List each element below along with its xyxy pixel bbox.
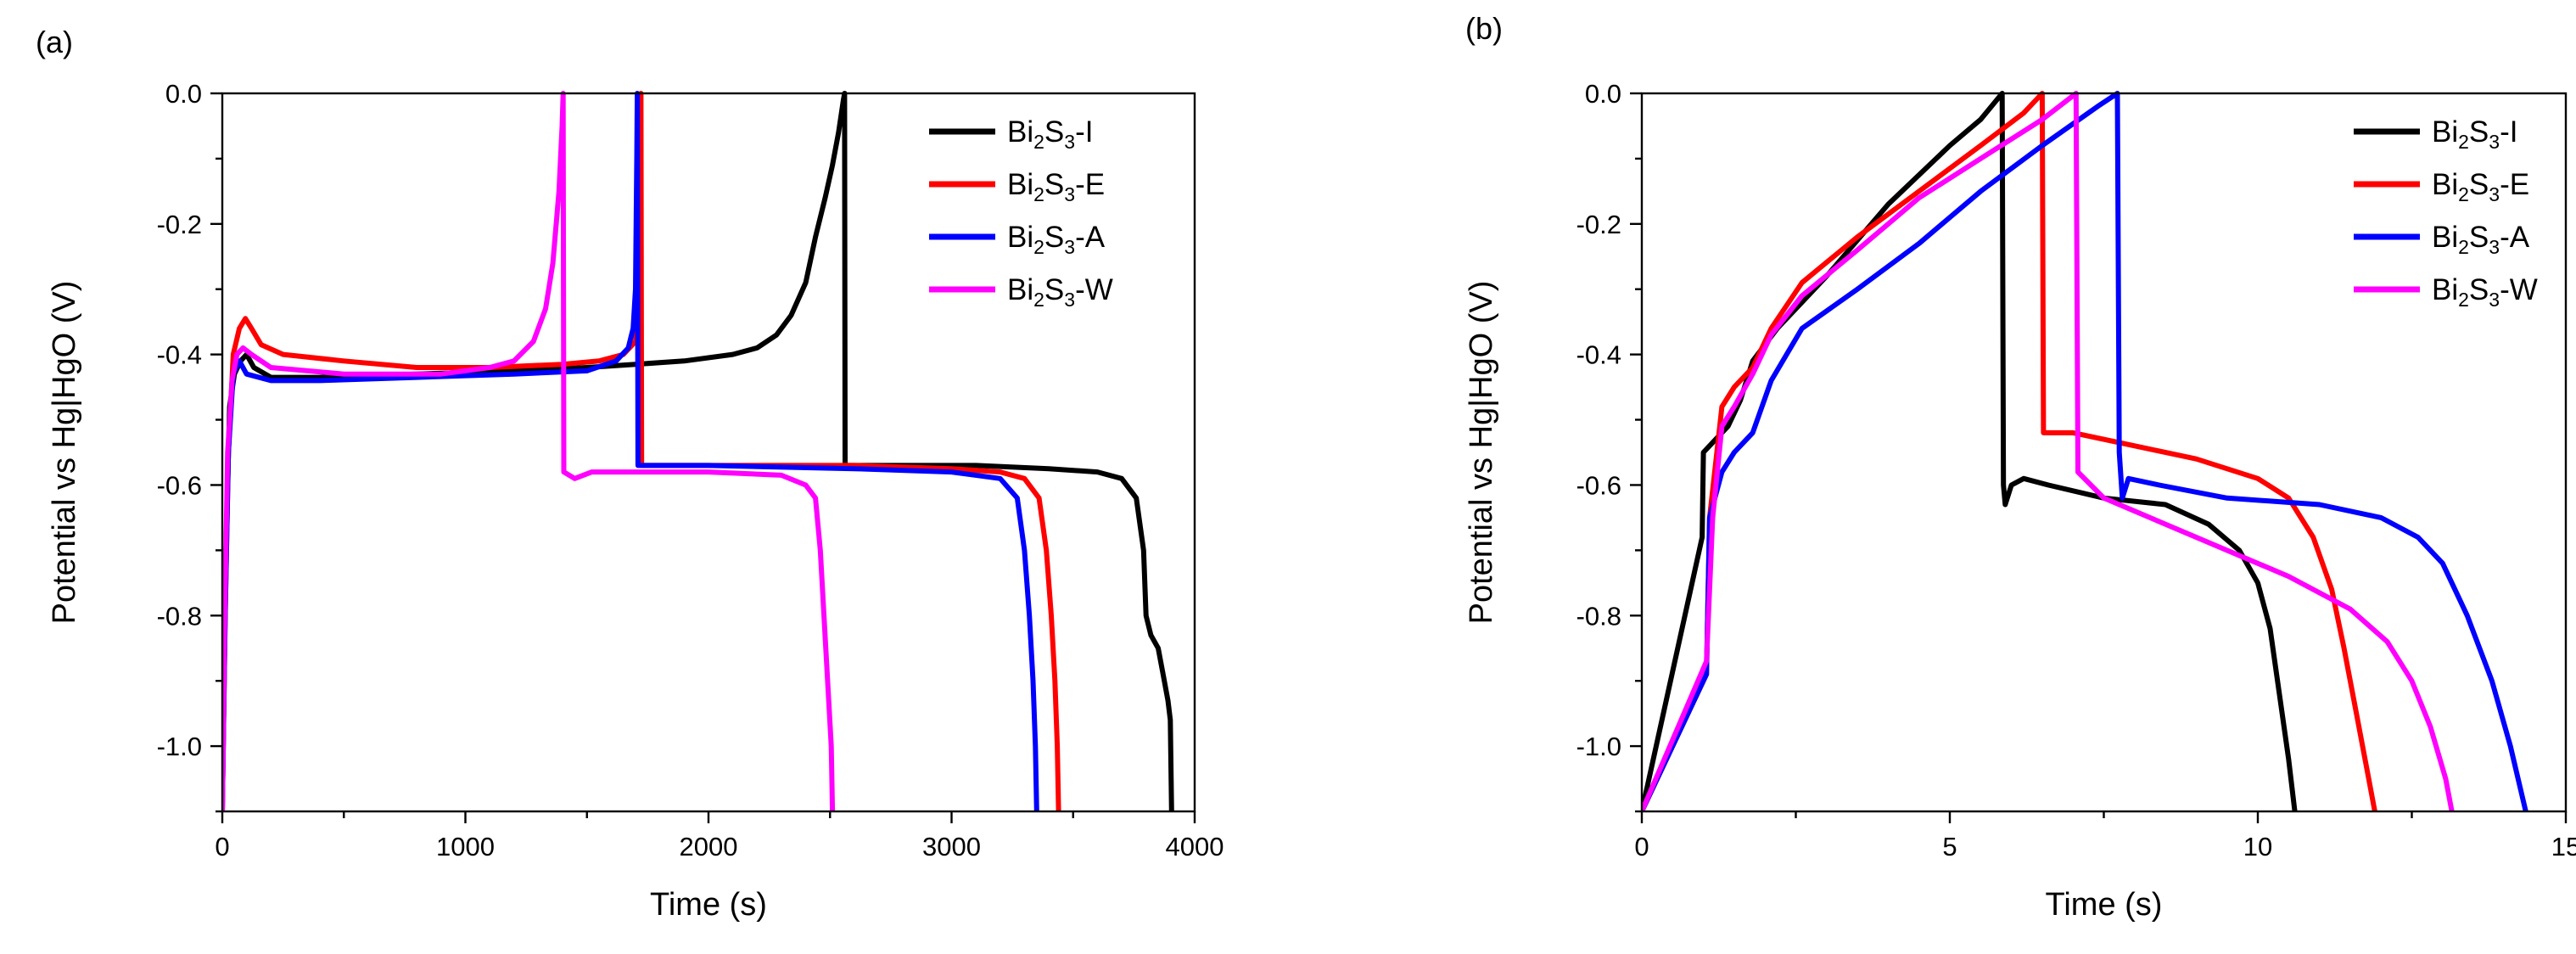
legend-label: Bi2S3-A	[2432, 221, 2530, 258]
x-axis-title: Time (s)	[650, 887, 767, 923]
series-line-bi2s3-a	[222, 91, 1039, 811]
legend-label: Bi2S3-E	[2432, 168, 2529, 205]
y-tick-label: 0.0	[165, 79, 202, 109]
legend: Bi2S3-I Bi2S3-E Bi2S3-A Bi2S3-W	[2354, 115, 2538, 311]
series-line-bi2s3-i	[222, 91, 1174, 811]
panel-label: (b)	[1465, 11, 1503, 46]
y-tick-label: -0.6	[157, 470, 202, 500]
series-group	[222, 91, 1174, 811]
x-tick-label: 4000	[1166, 832, 1224, 861]
legend-label: Bi2S3-I	[2432, 115, 2517, 153]
legend: Bi2S3-I Bi2S3-E Bi2S3-A Bi2S3-W	[929, 115, 1113, 311]
x-tick-label: 0	[215, 832, 229, 861]
x-tick-label: 2000	[680, 832, 738, 861]
series-line-bi2s3-e	[1642, 91, 2377, 811]
y-tick-label: 0.0	[1585, 79, 1621, 109]
legend-label: Bi2S3-W	[1007, 273, 1113, 311]
y-tick-label: -0.2	[1576, 210, 1621, 239]
x-tick-label: 3000	[922, 832, 981, 861]
series-line-bi2s3-w	[1642, 91, 2455, 811]
y-tick-label: -0.6	[1576, 470, 1621, 500]
series-line-bi2s3-i	[1642, 91, 2298, 811]
plot-frame	[1640, 92, 2568, 813]
panel-b: (b) 0 5 10 15 0.0 -0.2 -0.4 -0.6 -0.8 -1.0 Time (s)…	[1464, 11, 2576, 923]
legend-label: Bi2S3-E	[1007, 168, 1105, 205]
y-axis-title: Potential vs Hg|HgO (V)	[47, 281, 82, 625]
y-tick-label: -0.8	[1576, 601, 1621, 631]
panel-a: (a) 0 1000 2000 3000 4000 0.0 -0.2 -0.4 -0.6 -0.8 -…	[36, 25, 1224, 923]
series-group	[1642, 91, 2528, 811]
y-tick-label: -0.4	[1576, 340, 1621, 370]
x-tick-label: 10	[2243, 832, 2272, 861]
panel-label: (a)	[36, 25, 73, 59]
x-tick-label: 0	[1634, 832, 1649, 861]
legend-label: Bi2S3-W	[2432, 273, 2538, 311]
y-tick-label: -1.0	[1576, 732, 1621, 761]
x-tick-label: 1000	[436, 832, 495, 861]
y-tick-label: -0.2	[157, 210, 202, 239]
legend-label: Bi2S3-I	[1007, 115, 1093, 153]
y-tick-label: -0.8	[157, 601, 202, 631]
x-tick-label: 15	[2551, 832, 2576, 861]
series-line-bi2s3-a	[1642, 91, 2528, 811]
x-tick-label: 5	[1942, 832, 1957, 861]
y-axis-title: Potential vs Hg|HgO (V)	[1464, 281, 1499, 625]
y-tick-label: -1.0	[157, 732, 202, 761]
y-tick-label: -0.4	[157, 340, 202, 370]
legend-label: Bi2S3-A	[1007, 221, 1106, 258]
x-axis-title: Time (s)	[2046, 887, 2163, 923]
series-line-bi2s3-w	[222, 91, 836, 811]
